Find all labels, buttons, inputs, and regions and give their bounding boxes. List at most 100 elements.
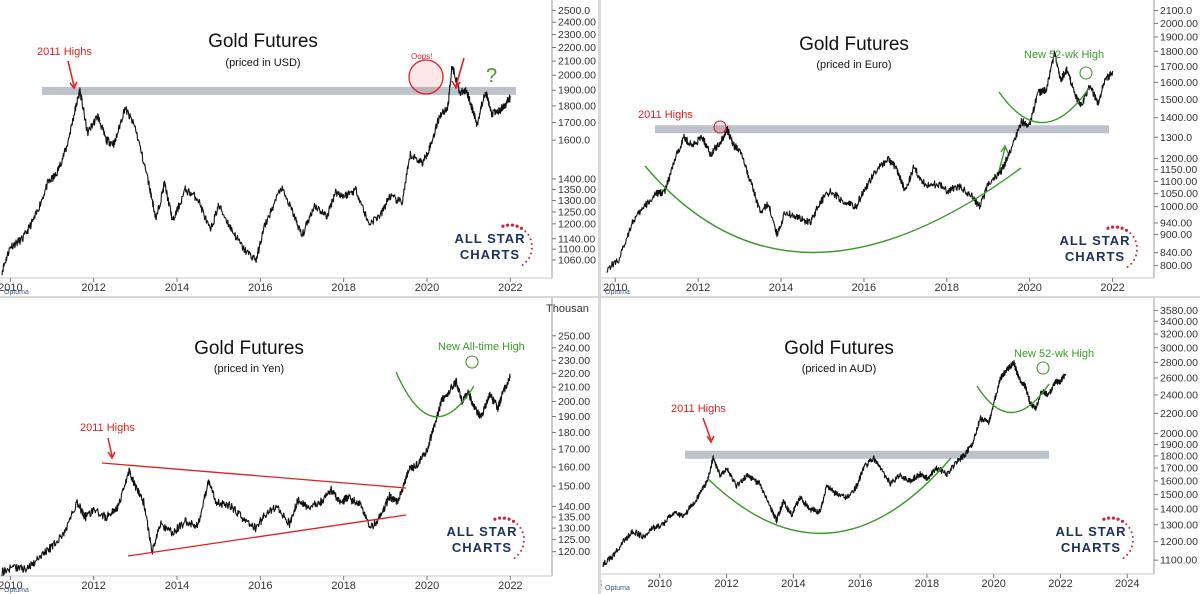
chart-subtitle: (priced in Yen): [214, 363, 284, 375]
y-tick-label: 1800.00: [1160, 46, 1198, 58]
y-tick-label: 800.00: [1160, 260, 1192, 272]
logo-star-dot: [1135, 254, 1137, 257]
x-tick-label: 2022: [1048, 578, 1072, 590]
logo-star-dot: [521, 264, 524, 266]
y-tick-label: 1600.00: [1160, 475, 1198, 487]
annotation-2011-highs: 2011 Highs: [37, 46, 92, 58]
annotation-arrow: [67, 60, 75, 87]
panel-gold-yen: 120.00 125.00 130.00 135.00 140.00 150.00 160.…: [0, 298, 598, 594]
y-tick-label: 230.00: [558, 355, 590, 367]
chart-subtitle: (priced in USD): [225, 57, 300, 69]
y-tick-label: 170.00: [558, 444, 590, 456]
logo-star-dot: [1133, 258, 1136, 261]
logo-line2: CHARTS: [452, 540, 512, 555]
annotation-arrow: [998, 147, 1006, 172]
x-tick-label: 2016: [848, 578, 872, 590]
logo-star-dot: [1129, 232, 1132, 235]
x-tick-label: 2012: [714, 578, 738, 590]
y-tick-label: 1100.00: [558, 244, 595, 256]
y-tick-label: 1500.00: [1160, 94, 1198, 106]
y-tick-label: 2300.00: [558, 29, 596, 41]
y-tick-label: 1050.00: [1160, 188, 1198, 200]
y-unit-label: Thousan: [546, 303, 589, 315]
annotation-cup-arc: [644, 165, 1022, 254]
logo-star-dot: [1135, 249, 1138, 252]
logo-star-dot: [1102, 517, 1106, 521]
logo-star-dot: [522, 545, 524, 548]
x-tick-label: 008: [601, 578, 602, 590]
chart-subtitle: (priced in Euro): [816, 59, 891, 71]
y-tick-label: 140.00: [558, 501, 590, 513]
y-tick-label: 1060.00: [558, 254, 596, 266]
x-tick-label: 2010: [0, 282, 23, 294]
logo-star-dot: [1134, 240, 1137, 243]
logo-line1: ALL STAR: [446, 524, 517, 539]
y-tick-label: 2600.00: [1160, 373, 1198, 385]
chart-title: Gold Futures: [799, 34, 909, 55]
annotation-cup-arc: [706, 457, 952, 535]
annotation-52wk-high: New 52-wk High: [1024, 49, 1104, 61]
x-tick-label: 2016: [248, 580, 272, 592]
logo-star-dot: [1111, 516, 1115, 520]
chart-title: Gold Futures: [194, 338, 304, 359]
x-tick-label: 2020: [415, 580, 439, 592]
logo-star-dot: [1131, 545, 1133, 548]
logo-star-dot: [1130, 531, 1133, 534]
horizontal-divider: [0, 296, 1200, 298]
y-tick-label: 1150.00: [1160, 164, 1197, 176]
annotation-arrow: [455, 57, 465, 87]
y-tick-label: 1900.00: [1160, 439, 1198, 451]
triangle-upper-line: [101, 462, 407, 489]
logo-star-dot: [1120, 519, 1125, 523]
logo-star-dot: [1128, 526, 1131, 529]
annotation-all-time-high: New All-time High: [438, 341, 525, 353]
y-tick-label: 1300.0: [1160, 132, 1192, 144]
y-tick-label: 180.00: [558, 427, 590, 439]
logo-star-dot: [502, 516, 506, 520]
logo-star-dot: [498, 516, 502, 520]
panel-gold-usd: 1060.00 1100.00 1140.00 1200.00 1250.00 1300.…: [0, 0, 598, 296]
annotation-handle-arc: [976, 383, 1050, 414]
price-line: [602, 359, 1067, 568]
logo-star-dot: [1129, 549, 1132, 552]
panel-gold-euro: 800.00 840.00 900.00 940.00 1000.00 1050.00 11…: [601, 0, 1200, 296]
x-tick-label: 2014: [781, 578, 805, 590]
y-tick-label: 250.00: [558, 330, 590, 342]
logo-star-dot: [529, 238, 532, 241]
source-mark: Optuma: [4, 587, 29, 594]
y-tick-label: 1500.00: [1160, 489, 1198, 501]
logo-star-dot: [1131, 540, 1134, 543]
x-tick-label: 2022: [1100, 282, 1124, 294]
annotation-circle: [408, 59, 444, 95]
logo-line2: CHARTS: [1065, 249, 1125, 264]
chart-gold-aud: 1100.00 1200.00 1300.00 1400.00 1500.00 1600.…: [601, 298, 1198, 592]
logo-star-dot: [501, 224, 505, 228]
y-tick-label: 1300.00: [1160, 519, 1198, 531]
logo-star-dot: [1124, 228, 1129, 232]
x-tick-label: 2014: [769, 282, 793, 294]
logo-star-dot: [493, 517, 497, 521]
y-tick-label: 1600.0: [558, 135, 590, 147]
y-tick-label: 135.00: [558, 512, 590, 524]
x-tick-label: 2018: [331, 580, 355, 592]
chart-title: Gold Futures: [208, 31, 318, 52]
y-tick-label: 1200.00: [558, 218, 596, 230]
x-tick-label: 2016: [248, 282, 272, 294]
annotation-handle-arc: [395, 371, 475, 418]
annotation-arrow-head: [451, 80, 461, 90]
y-tick-label: 3200.00: [1160, 329, 1198, 341]
x-tick-label: 2012: [81, 282, 105, 294]
y-tick-label: 1100.00: [1160, 555, 1197, 567]
price-line: [1, 66, 511, 276]
x-tick-label: 2022: [498, 580, 522, 592]
y-tick-label: 160.00: [558, 462, 590, 474]
logo-star-dot: [1135, 244, 1138, 247]
x-tick-label: 2018: [935, 282, 959, 294]
x-tick-label: 2020: [1017, 282, 1041, 294]
x-tick-label: 2010: [648, 578, 672, 590]
logo-star-dot: [1131, 535, 1134, 538]
annotation-question: ?: [486, 65, 497, 87]
logo-star-dot: [519, 226, 524, 230]
